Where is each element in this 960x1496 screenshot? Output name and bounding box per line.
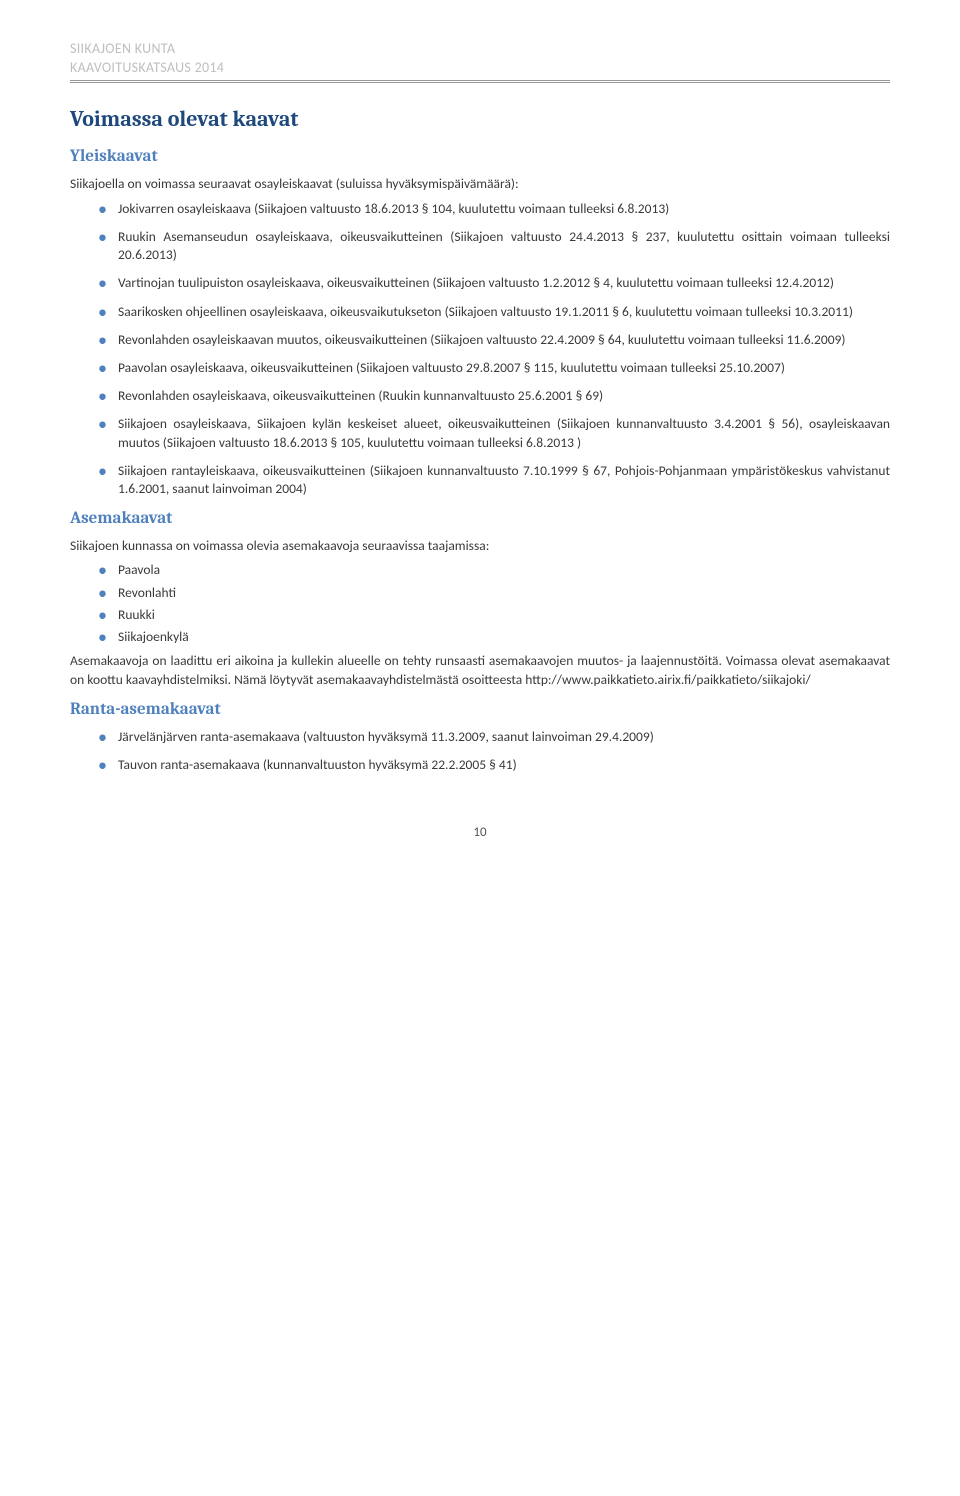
list-item: Ruukin Asemanseudun osayleiskaava, oikeu… xyxy=(98,228,890,264)
section-heading-yleiskaavat: Yleiskaavat xyxy=(70,146,890,169)
header-line-1: SIIKAJOEN KUNTA xyxy=(70,40,890,59)
ranta-list: Järvelänjärven ranta-asemakaava (valtuus… xyxy=(70,728,890,774)
asemakaavat-intro: Siikajoen kunnassa on voimassa olevia as… xyxy=(70,537,890,555)
page-title: Voimassa olevat kaavat xyxy=(70,105,890,135)
section-heading-asemakaavat: Asemakaavat xyxy=(70,508,890,531)
list-item: Siikajoen osayleiskaava, Siikajoen kylän… xyxy=(98,415,890,451)
list-item: Tauvon ranta-asemakaava (kunnanvaltuusto… xyxy=(98,756,890,774)
page-header: SIIKAJOEN KUNTA KAAVOITUSKATSAUS 2014 xyxy=(70,40,890,83)
list-item: Revonlahden osayleiskaavan muutos, oikeu… xyxy=(98,331,890,349)
list-item: Saarikosken ohjeellinen osayleiskaava, o… xyxy=(98,303,890,321)
list-item: Vartinojan tuulipuiston osayleiskaava, o… xyxy=(98,274,890,292)
list-item: Revonlahden osayleiskaava, oikeusvaikutt… xyxy=(98,387,890,405)
asemakaavat-para: Asemakaavoja on laadittu eri aikoina ja … xyxy=(70,652,890,688)
asemakaavat-list: Paavola Revonlahti Ruukki Siikajoenkylä xyxy=(70,561,890,646)
list-item: Paavola xyxy=(98,561,890,579)
section-heading-ranta: Ranta-asemakaavat xyxy=(70,699,890,722)
list-item: Revonlahti xyxy=(98,584,890,602)
list-item: Ruukki xyxy=(98,606,890,624)
list-item: Siikajoenkylä xyxy=(98,628,890,646)
header-line-2: KAAVOITUSKATSAUS 2014 xyxy=(70,59,890,78)
page-number: 10 xyxy=(70,824,890,842)
list-item: Siikajoen rantayleiskaava, oikeusvaikutt… xyxy=(98,462,890,498)
yleiskaavat-list: Jokivarren osayleiskaava (Siikajoen valt… xyxy=(70,200,890,499)
list-item: Järvelänjärven ranta-asemakaava (valtuus… xyxy=(98,728,890,746)
list-item: Jokivarren osayleiskaava (Siikajoen valt… xyxy=(98,200,890,218)
list-item: Paavolan osayleiskaava, oikeusvaikuttein… xyxy=(98,359,890,377)
yleiskaavat-intro: Siikajoella on voimassa seuraavat osayle… xyxy=(70,175,890,193)
